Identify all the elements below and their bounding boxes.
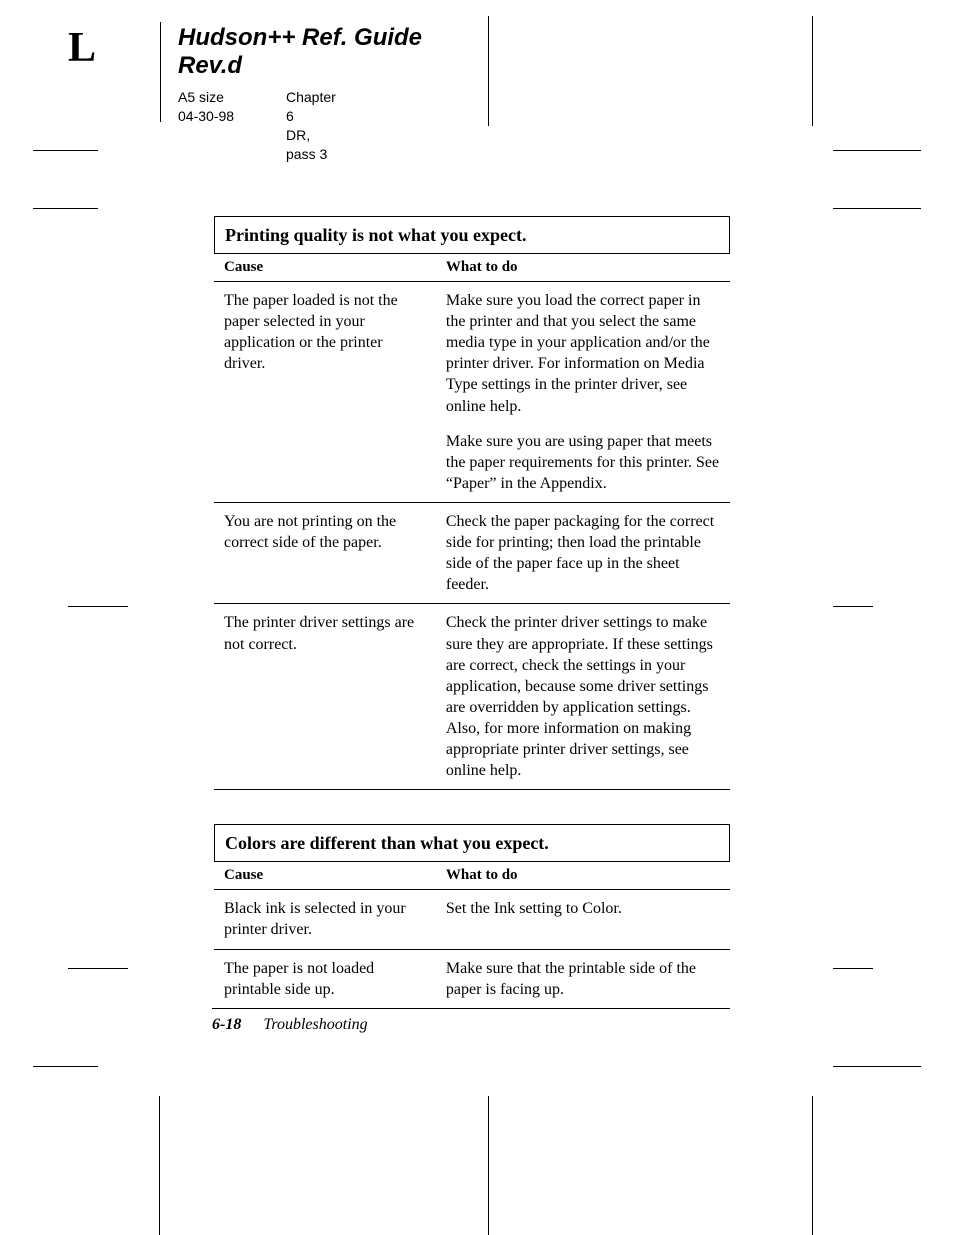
crop-mark	[833, 208, 921, 209]
crop-mark	[833, 968, 873, 969]
table-caption: Colors are different than what you expec…	[214, 824, 730, 861]
bottom-vline-right	[812, 1096, 813, 1235]
meta-size: A5 size	[178, 88, 234, 107]
cell-what: Check the paper packaging for the correc…	[436, 502, 730, 603]
crop-mark	[68, 606, 128, 607]
th-what: What to do	[436, 254, 730, 282]
what-paragraph: Check the paper packaging for the correc…	[446, 511, 722, 595]
cell-what: Check the printer driver settings to mak…	[436, 604, 730, 790]
table-row: The paper is not loaded printable side u…	[214, 949, 730, 1008]
th-cause: Cause	[214, 254, 436, 282]
doc-meta: A5 size 04-30-98 Chapter 6 DR, pass 3	[178, 88, 234, 126]
table-caption: Printing quality is not what you expect.	[214, 216, 730, 253]
table-header-row: Cause What to do	[214, 254, 730, 282]
content-area: Printing quality is not what you expect.…	[214, 216, 730, 1043]
crop-mark	[833, 1066, 921, 1067]
table-row: The paper loaded is not the paper select…	[214, 282, 730, 503]
crop-mark	[68, 968, 128, 969]
crop-mark	[833, 150, 921, 151]
table-printing-quality: Printing quality is not what you expect.…	[214, 216, 730, 790]
bottom-vline-left	[159, 1096, 160, 1235]
what-paragraph: Make sure you are using paper that meets…	[446, 431, 722, 494]
crop-mark	[33, 150, 98, 151]
cell-cause: The paper loaded is not the paper select…	[214, 282, 436, 503]
table-row: The printer driver settings are not corr…	[214, 604, 730, 790]
th-cause: Cause	[214, 862, 436, 890]
crop-mark	[833, 606, 873, 607]
crop-mark	[33, 208, 98, 209]
table-header-row: Cause What to do	[214, 862, 730, 890]
meta-col1: A5 size 04-30-98	[178, 88, 234, 126]
table-row: Black ink is selected in your printer dr…	[214, 890, 730, 949]
table-colors-different: Colors are different than what you expec…	[214, 824, 730, 1008]
doc-title: Hudson++ Ref. Guide Rev.d	[178, 24, 422, 79]
page-number: 6-18	[212, 1016, 241, 1033]
doc-title-line1: Hudson++ Ref. Guide	[178, 24, 422, 51]
page-footer: 6-18 Troubleshooting	[212, 1008, 730, 1034]
cell-cause: The printer driver settings are not corr…	[214, 604, 436, 790]
bottom-vline-mid	[488, 1096, 489, 1235]
l-mark: L	[68, 24, 96, 72]
cell-cause: The paper is not loaded printable side u…	[214, 949, 436, 1008]
cell-what: Set the Ink setting to Color.	[436, 890, 730, 949]
th-what: What to do	[436, 862, 730, 890]
meta-pass: DR, pass 3	[286, 126, 336, 164]
doc-title-line2: Rev.d	[178, 52, 242, 79]
footer-section: Troubleshooting	[263, 1016, 367, 1033]
meta-chapter: Chapter 6	[286, 88, 336, 126]
crop-mark	[33, 1066, 98, 1067]
what-paragraph: Check the printer driver settings to mak…	[446, 612, 722, 781]
cell-what: Make sure that the printable side of the…	[436, 949, 730, 1008]
cell-cause: Black ink is selected in your printer dr…	[214, 890, 436, 949]
meta-date: 04-30-98	[178, 107, 234, 126]
page-header: L Hudson++ Ref. Guide Rev.d A5 size 04-3…	[68, 22, 854, 127]
cell-what: Make sure you load the correct paper in …	[436, 282, 730, 503]
what-paragraph: Set the Ink setting to Color.	[446, 898, 722, 919]
what-paragraph: Make sure you load the correct paper in …	[446, 290, 722, 417]
table-row: You are not printing on the correct side…	[214, 502, 730, 603]
cell-cause: You are not printing on the correct side…	[214, 502, 436, 603]
header-vrule	[160, 22, 161, 122]
meta-col2: Chapter 6 DR, pass 3	[286, 88, 336, 164]
what-paragraph: Make sure that the printable side of the…	[446, 958, 722, 1000]
